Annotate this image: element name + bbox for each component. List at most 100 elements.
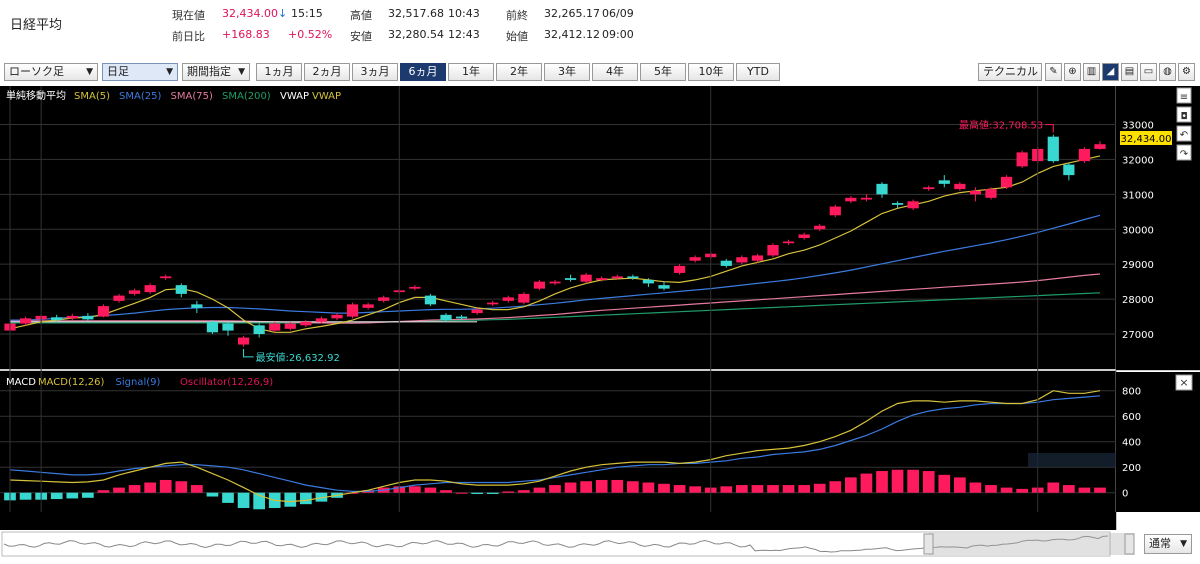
document-icon[interactable]: ▤ xyxy=(1121,63,1138,81)
lock-icon[interactable] xyxy=(1176,106,1192,123)
range-button[interactable]: 5年 xyxy=(640,63,686,81)
price-tick-label: 28000 xyxy=(1122,295,1154,306)
current-value-label: 現在値 xyxy=(172,9,205,22)
low-annotation-label: 最安値:26,632.92 xyxy=(256,351,340,364)
oscillator-bar xyxy=(1000,487,1013,493)
candle-body xyxy=(549,281,561,284)
candle-body xyxy=(658,285,670,289)
candle-body xyxy=(346,304,359,317)
bar-chart-icon[interactable]: ▥ xyxy=(1083,63,1100,81)
navigator-scrollbar[interactable] xyxy=(0,530,1200,558)
oscillator-bar xyxy=(206,492,219,497)
price-tick-label: 27000 xyxy=(1122,330,1154,341)
oscillator-bar xyxy=(113,487,125,493)
macd-axis-ticks: 0 200 400 600 800 xyxy=(1122,387,1141,500)
oscillator-bar xyxy=(969,482,982,493)
oscillator-bar xyxy=(19,492,32,500)
low-value: 32,280.54 xyxy=(388,28,444,41)
period-select[interactable]: 期間指定 ▼ xyxy=(182,63,250,81)
chevron-down-icon: ▼ xyxy=(238,67,245,77)
oscillator-bar xyxy=(1078,487,1091,493)
macd-legend: MACD(12,26) Signal(9) Oscillator(12,26,9) xyxy=(38,377,273,388)
area-chart-icon[interactable]: ◢ xyxy=(1102,63,1119,81)
close-panel-icon[interactable] xyxy=(1175,374,1193,391)
redo-icon[interactable] xyxy=(1176,144,1192,161)
candle-body xyxy=(175,285,187,294)
low-label: 安値 xyxy=(350,30,372,43)
candle-body xyxy=(782,241,795,244)
gear-icon[interactable]: ⚙ xyxy=(1178,63,1195,81)
range-button[interactable]: 10年 xyxy=(688,63,734,81)
oscillator-bar xyxy=(1047,482,1060,493)
interval-select[interactable]: 日足 ▼ xyxy=(102,63,178,81)
change-percent: +0.52% xyxy=(288,28,333,41)
period-select-label: 期間指定 xyxy=(187,65,231,78)
range-button[interactable]: 3ヵ月 xyxy=(352,63,398,81)
candle-body xyxy=(253,325,265,335)
change-value: +168.83 xyxy=(222,28,270,41)
oscillator-bar xyxy=(813,483,826,493)
range-button[interactable]: YTD xyxy=(736,63,780,81)
technical-button[interactable]: テクニカル xyxy=(978,63,1042,81)
zoom-select[interactable]: 通常 ▼ xyxy=(1144,534,1192,554)
candle-body xyxy=(533,281,546,289)
legend-item: Oscillator(12,26,9) xyxy=(180,377,273,388)
chevron-down-icon: ▼ xyxy=(1180,539,1187,549)
price-tick-label: 29000 xyxy=(1122,260,1154,271)
legend-item: SMA(200) xyxy=(222,91,271,102)
price-tick-label: 33000 xyxy=(1122,120,1154,131)
navigator-right-handle[interactable] xyxy=(1124,533,1135,555)
oscillator-bar xyxy=(907,469,919,493)
candle-body xyxy=(564,278,577,280)
candle-body xyxy=(82,315,94,320)
macd-legend-prefix: MACD xyxy=(6,377,36,388)
candle-body xyxy=(611,276,623,279)
globe-icon[interactable]: ◍ xyxy=(1159,63,1176,81)
oscillator-bar xyxy=(720,486,733,493)
candle-body xyxy=(969,190,982,195)
range-button[interactable]: 3年 xyxy=(544,63,590,81)
oscillator-bar xyxy=(191,485,203,493)
range-button[interactable]: 6ヵ月 xyxy=(400,63,446,81)
navigator-window[interactable] xyxy=(928,533,1134,555)
menu-icon[interactable] xyxy=(1176,87,1192,104)
zoom-value: 通常 xyxy=(1149,537,1171,550)
open-label: 始値 xyxy=(506,30,528,43)
candle-body xyxy=(206,321,219,333)
lock-icon-glyph: ◘ xyxy=(1180,112,1187,122)
high-annotation-arrow xyxy=(1045,124,1054,133)
zoom-icon[interactable]: ⊕ xyxy=(1064,63,1081,81)
oscillator-bar xyxy=(673,485,686,493)
annotations: 最高値:32,708.53 最安値:26,632.92 xyxy=(243,119,1054,364)
chart-area[interactable]: 27000 28000 29000 30000 31000 32000 33000 0 200… xyxy=(0,86,1200,532)
candle-body xyxy=(1000,176,1013,188)
folder-icon[interactable]: ▭ xyxy=(1140,63,1157,81)
macd-axis-background xyxy=(1116,372,1200,512)
candle-body xyxy=(891,203,904,205)
oscillator-bar xyxy=(128,485,141,493)
signal-line xyxy=(9,395,1101,492)
candle-body xyxy=(518,293,530,303)
undo-icon[interactable] xyxy=(1176,125,1192,142)
high-time: 10:43 xyxy=(448,7,480,20)
range-button[interactable]: 1年 xyxy=(448,63,494,81)
range-button[interactable]: 2年 xyxy=(496,63,542,81)
range-button[interactable]: 2ヵ月 xyxy=(304,63,350,81)
navigator-left-handle[interactable] xyxy=(923,533,934,555)
candle-body xyxy=(845,197,857,202)
candle-body xyxy=(315,318,328,322)
legend-item: VWAP xyxy=(312,91,341,102)
candle-body xyxy=(938,180,950,184)
oscillator-bar xyxy=(595,479,608,493)
price-tick-label: 31000 xyxy=(1122,190,1154,201)
prev-close-label: 前終 xyxy=(506,9,528,22)
candle-body xyxy=(596,278,608,280)
range-button[interactable]: 4年 xyxy=(592,63,638,81)
oscillator-bar xyxy=(424,487,437,493)
range-button[interactable]: 1ヵ月 xyxy=(256,63,302,81)
close-icon: × xyxy=(1179,376,1188,389)
chart-type-select[interactable]: ローソク足 ▼ xyxy=(4,63,98,81)
oscillator-bar xyxy=(222,492,234,503)
pencil-icon[interactable]: ✎ xyxy=(1045,63,1062,81)
oscillator-bar xyxy=(284,492,297,507)
